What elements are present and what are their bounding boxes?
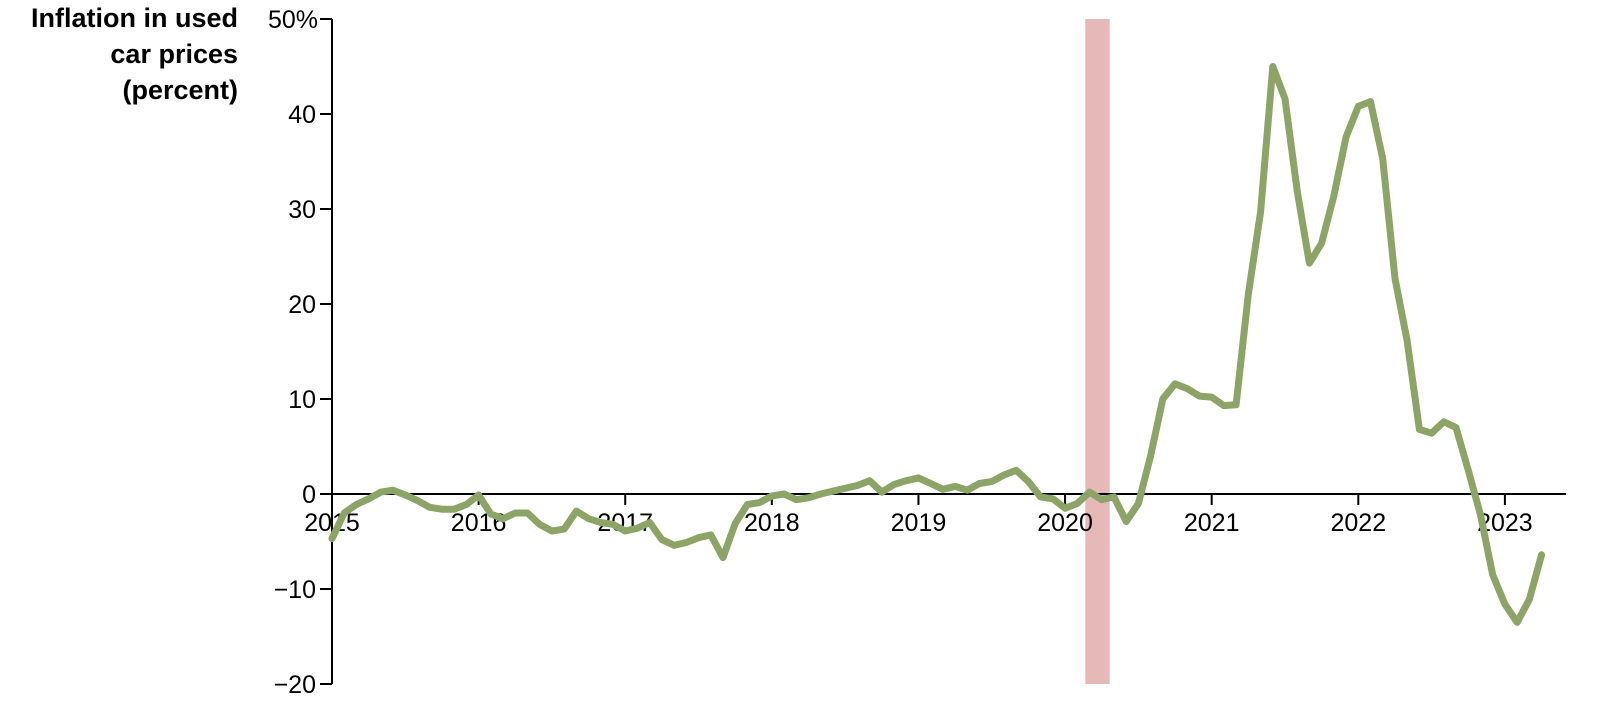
- y-tick-label: 40: [288, 101, 316, 129]
- y-axis-label: Inflation in used car prices (percent): [0, 0, 238, 108]
- y-tick-label: −20: [274, 671, 316, 699]
- y-tick-label: −10: [274, 576, 316, 604]
- y-tick-label: 10: [288, 386, 316, 414]
- x-ticks: 2015 2016 2017 2018 2019 2020 2021 2022 2023: [304, 494, 1533, 537]
- y-axis-label-line-2: car prices: [110, 39, 238, 69]
- x-tick-label: 2022: [1330, 509, 1386, 537]
- x-tick-label: 2019: [891, 509, 947, 537]
- x-tick-label: 2021: [1184, 509, 1240, 537]
- x-tick-label: 2020: [1037, 509, 1093, 537]
- y-ticks: −20 −10 0 10 20 30 40 50%: [268, 6, 332, 699]
- y-axis-label-line-1: Inflation in used: [31, 3, 238, 33]
- y-axis-label-line-3: (percent): [122, 75, 238, 105]
- y-tick-label: 30: [288, 196, 316, 224]
- axes: [331, 19, 1566, 684]
- series-line: [328, 63, 1546, 626]
- y-tick-label: 20: [288, 291, 316, 319]
- y-tick-label: 50%: [268, 6, 318, 34]
- highlight-band: [1085, 19, 1110, 684]
- x-tick-label: 2018: [744, 509, 800, 537]
- y-tick-label: 0: [302, 481, 316, 509]
